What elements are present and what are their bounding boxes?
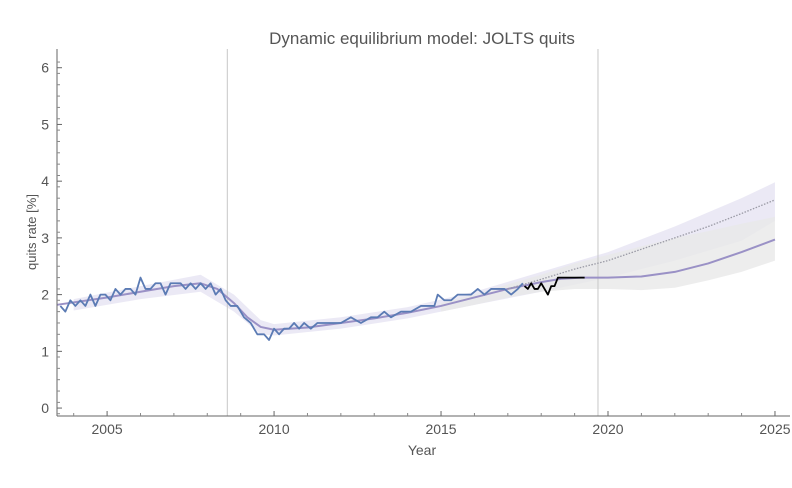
model-line xyxy=(56,238,776,331)
y-tick-label: 3 xyxy=(41,230,49,246)
x-tick-label: 2015 xyxy=(425,421,456,437)
x-tick-label: 2025 xyxy=(759,421,790,437)
y-axis-label: quits rate [%] xyxy=(24,194,39,270)
post_data-line xyxy=(523,276,585,296)
x-tick-label: 2020 xyxy=(592,421,623,437)
x-tick-label: 2010 xyxy=(258,421,289,437)
y-tick-label: 0 xyxy=(41,400,49,416)
data-line xyxy=(59,276,524,341)
y-tick-label: 4 xyxy=(41,173,49,189)
y-tick-label: 1 xyxy=(41,343,49,359)
x-axis-label: Year xyxy=(408,442,437,458)
y-tick-label: 2 xyxy=(41,287,49,303)
dotted-line xyxy=(507,199,776,290)
y-tick-label: 6 xyxy=(41,60,49,76)
y-tick-label: 5 xyxy=(41,116,49,132)
x-tick-label: 2005 xyxy=(92,421,123,437)
gray_band-area xyxy=(441,216,775,312)
chart-title: Dynamic equilibrium model: JOLTS quits xyxy=(269,29,575,48)
